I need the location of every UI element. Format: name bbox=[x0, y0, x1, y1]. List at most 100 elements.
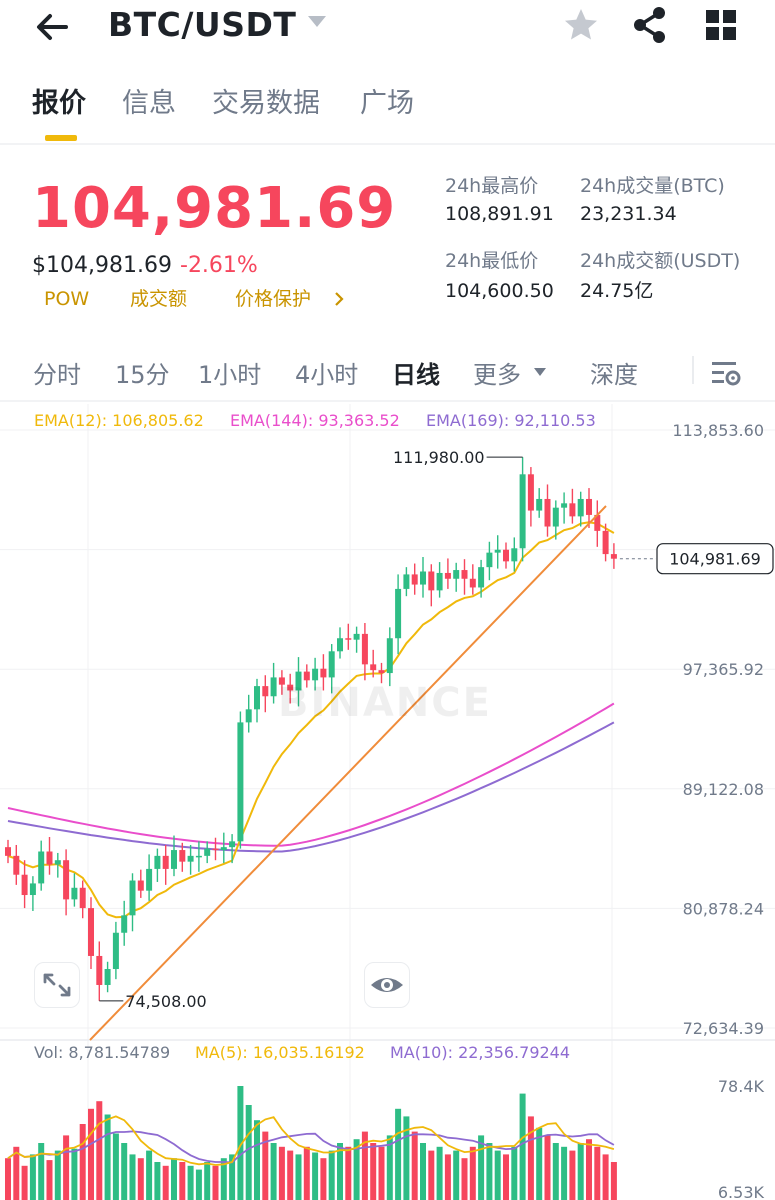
tab-square[interactable]: 广场 bbox=[360, 88, 414, 119]
volume-bar bbox=[345, 1146, 352, 1200]
toggle-indicators-button[interactable] bbox=[364, 962, 410, 1008]
y-axis-label: 113,853.60 bbox=[672, 421, 764, 440]
volume-bar bbox=[162, 1165, 169, 1200]
grid-icon[interactable] bbox=[704, 8, 738, 42]
pair-title[interactable]: BTC/USDT bbox=[108, 5, 297, 44]
interval-4h[interactable]: 4小时 bbox=[295, 361, 359, 389]
candle-body bbox=[444, 572, 451, 579]
interval-more[interactable]: 更多 bbox=[473, 361, 521, 389]
high-label: 24h最高价 bbox=[445, 175, 539, 197]
star-icon[interactable] bbox=[562, 6, 600, 44]
vol-axis-label: 6.53K bbox=[718, 1183, 765, 1200]
interval-time-sharing[interactable]: 分时 bbox=[33, 361, 81, 389]
candle-body bbox=[361, 633, 368, 665]
volume-usdt-value: 24.75亿 bbox=[580, 280, 654, 302]
y-axis-label: 80,878.24 bbox=[683, 899, 764, 918]
high-annotation: 111,980.00 bbox=[393, 448, 485, 467]
interval-1d[interactable]: 日线 bbox=[392, 361, 440, 389]
ema169-legend: EMA(169): 92,110.53 bbox=[426, 411, 596, 430]
volume-bar bbox=[337, 1143, 343, 1200]
candle-body bbox=[395, 588, 402, 639]
volume-btc-value: 23,231.34 bbox=[580, 203, 677, 225]
usd-price: $104,981.69 bbox=[32, 253, 172, 278]
candle-body bbox=[353, 633, 360, 640]
share-icon[interactable] bbox=[632, 6, 668, 44]
candle-body bbox=[237, 722, 244, 842]
volume-bar bbox=[303, 1146, 310, 1200]
candle-body bbox=[577, 498, 584, 517]
volume-bar bbox=[469, 1146, 476, 1200]
volume-bar bbox=[478, 1135, 485, 1200]
candle-body bbox=[104, 969, 111, 985]
volume-bar bbox=[370, 1143, 377, 1200]
last-price: 104,981.69 bbox=[32, 176, 397, 241]
active-tab-indicator bbox=[45, 135, 77, 141]
interval-15m[interactable]: 15分 bbox=[115, 361, 170, 389]
candle-body bbox=[5, 847, 11, 856]
candle-body bbox=[544, 498, 551, 527]
low-label: 24h最低价 bbox=[445, 250, 539, 272]
caret-down-icon[interactable] bbox=[533, 367, 547, 377]
chart-settings-icon[interactable] bbox=[710, 358, 742, 388]
candle-body bbox=[270, 677, 277, 697]
tag-turnover[interactable]: 成交额 bbox=[130, 288, 188, 310]
volume-bar bbox=[386, 1135, 393, 1200]
volume-bar bbox=[220, 1158, 227, 1200]
tab-trading-data[interactable]: 交易数据 bbox=[212, 88, 320, 119]
divider bbox=[0, 400, 775, 402]
volume-bar bbox=[121, 1143, 128, 1200]
interval-depth[interactable]: 深度 bbox=[590, 361, 638, 389]
candle-body bbox=[461, 570, 468, 579]
volume-bar bbox=[212, 1165, 219, 1200]
candle-body bbox=[403, 574, 410, 589]
volume-bar bbox=[486, 1143, 493, 1200]
candle-body bbox=[63, 860, 70, 900]
volume-bar bbox=[237, 1086, 244, 1200]
candle-body bbox=[21, 874, 28, 896]
candle-body bbox=[552, 507, 559, 527]
candle-body bbox=[586, 498, 592, 515]
candle-body bbox=[212, 848, 219, 851]
candle-body bbox=[71, 887, 78, 900]
chevron-right-icon[interactable] bbox=[332, 291, 346, 307]
candle-body bbox=[278, 677, 285, 685]
candle-body bbox=[494, 549, 501, 553]
caret-down-icon[interactable] bbox=[307, 14, 327, 28]
candle-body bbox=[453, 570, 460, 579]
tab-info[interactable]: 信息 bbox=[122, 88, 176, 119]
tag-pow[interactable]: POW bbox=[44, 288, 90, 310]
candle-body bbox=[386, 638, 393, 674]
candle-body bbox=[503, 549, 509, 562]
candle-body bbox=[262, 686, 269, 697]
kline-chart[interactable]: 113,853.60105,609.7697,365.9289,122.0880… bbox=[0, 402, 775, 1200]
tab-quote[interactable]: 报价 bbox=[32, 88, 86, 119]
candle-body bbox=[312, 668, 319, 681]
volume-bar bbox=[569, 1150, 576, 1200]
back-arrow-icon[interactable] bbox=[30, 4, 76, 50]
volume-bar bbox=[403, 1116, 410, 1200]
volume-bar bbox=[378, 1146, 385, 1200]
candle-body bbox=[320, 668, 327, 678]
volume-bar bbox=[179, 1162, 186, 1200]
volume-bar bbox=[278, 1146, 285, 1200]
volume-bar bbox=[361, 1131, 368, 1200]
candle-body bbox=[561, 503, 568, 508]
volume-bar bbox=[96, 1101, 103, 1200]
volume-usdt-label: 24h成交额(USDT) bbox=[580, 250, 741, 272]
candle-body bbox=[527, 474, 534, 511]
volume-bar bbox=[54, 1150, 61, 1200]
volume-bar bbox=[270, 1143, 277, 1200]
tag-price-protection[interactable]: 价格保护 bbox=[235, 288, 312, 310]
fullscreen-button[interactable] bbox=[34, 962, 80, 1008]
volume-bar bbox=[420, 1143, 426, 1200]
volume-bar bbox=[353, 1139, 360, 1200]
candle-body bbox=[436, 572, 443, 591]
volume-bar bbox=[594, 1146, 601, 1200]
candle-body bbox=[13, 855, 20, 875]
interval-1h[interactable]: 1小时 bbox=[198, 361, 262, 389]
volume-bar bbox=[5, 1158, 11, 1200]
volume-bar bbox=[38, 1143, 45, 1200]
low-annotation: 74,508.00 bbox=[125, 992, 206, 1011]
divider bbox=[692, 356, 694, 384]
candle-body bbox=[486, 552, 493, 568]
